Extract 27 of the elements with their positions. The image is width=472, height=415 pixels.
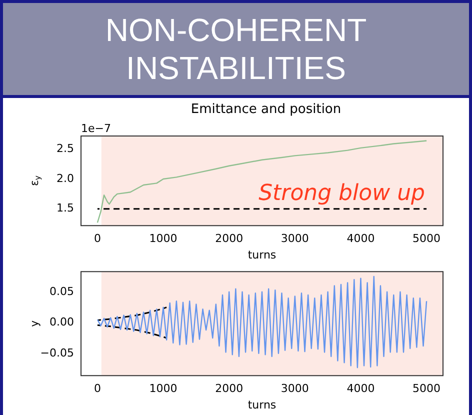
x-axis-title: turns — [248, 248, 276, 262]
text: 1e−7 — [81, 122, 111, 135]
x-tick-label: 5000 — [412, 382, 441, 396]
y-tick-label: 2.5 — [56, 142, 74, 155]
x-tick-label: 0 — [94, 232, 101, 246]
x-tick-label: 4000 — [346, 382, 375, 396]
chart-subtitle: Emittance and position — [190, 102, 342, 119]
x-tick-label: 3000 — [280, 232, 309, 246]
x-tick-label: 4000 — [346, 232, 375, 246]
x-tick-label: 2000 — [215, 232, 244, 246]
line-series — [96, 324, 168, 339]
x-tick-label: 5000 — [412, 232, 441, 246]
y-tick-label: 0.05 — [50, 284, 74, 298]
x-tick-label: 1000 — [149, 382, 178, 396]
y-tick-label: 2.0 — [56, 172, 74, 185]
x-tick-label: 1000 — [149, 232, 178, 246]
x-tick-label: 0 — [94, 382, 101, 396]
y-axis-title: y — [28, 320, 41, 327]
line-series — [96, 306, 168, 321]
chart-title: NON-COHERENT INSTABILITIES — [3, 3, 469, 98]
y-tick-label: −0.05 — [40, 346, 74, 360]
y-tick-label: 1.5 — [56, 202, 74, 215]
x-tick-label: 2000 — [215, 382, 244, 396]
x-tick-label: 3000 — [280, 382, 309, 396]
annotation: Strong blow up — [258, 180, 425, 206]
y-tick-label: 0.00 — [50, 316, 74, 329]
x-axis-title: turns — [248, 398, 276, 412]
